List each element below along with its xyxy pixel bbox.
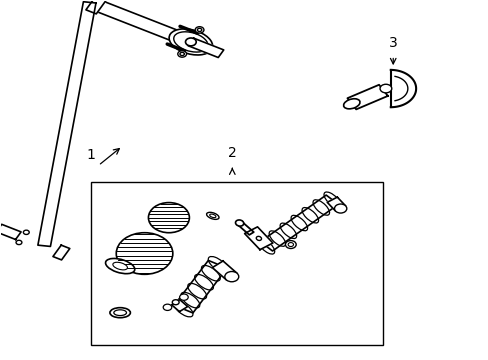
Polygon shape xyxy=(0,224,21,239)
Ellipse shape xyxy=(194,274,213,290)
Polygon shape xyxy=(92,0,185,44)
Ellipse shape xyxy=(195,27,203,33)
Polygon shape xyxy=(237,222,253,235)
Polygon shape xyxy=(260,195,338,251)
Text: 2: 2 xyxy=(227,146,236,160)
Ellipse shape xyxy=(208,257,226,272)
Ellipse shape xyxy=(280,223,296,239)
Ellipse shape xyxy=(179,294,188,300)
Ellipse shape xyxy=(173,32,207,52)
Polygon shape xyxy=(244,227,272,250)
Ellipse shape xyxy=(256,237,261,240)
Polygon shape xyxy=(38,2,96,247)
Ellipse shape xyxy=(285,240,296,248)
Text: 1: 1 xyxy=(86,148,95,162)
Ellipse shape xyxy=(180,52,184,55)
Ellipse shape xyxy=(206,212,219,219)
Polygon shape xyxy=(390,70,415,107)
Ellipse shape xyxy=(302,207,318,223)
Polygon shape xyxy=(346,85,387,109)
Ellipse shape xyxy=(181,292,200,308)
Ellipse shape xyxy=(343,99,359,109)
Ellipse shape xyxy=(105,258,135,274)
Ellipse shape xyxy=(185,38,196,46)
Text: 3: 3 xyxy=(388,36,397,50)
Polygon shape xyxy=(86,0,106,14)
Ellipse shape xyxy=(197,28,202,32)
Ellipse shape xyxy=(110,308,130,318)
Polygon shape xyxy=(171,300,187,312)
Ellipse shape xyxy=(174,301,193,317)
Ellipse shape xyxy=(113,262,127,270)
Ellipse shape xyxy=(209,214,216,218)
Ellipse shape xyxy=(201,265,220,281)
Ellipse shape xyxy=(312,200,329,215)
Ellipse shape xyxy=(258,239,274,254)
Polygon shape xyxy=(53,245,70,260)
Ellipse shape xyxy=(187,283,206,299)
Ellipse shape xyxy=(178,51,186,57)
Ellipse shape xyxy=(290,215,307,231)
Ellipse shape xyxy=(334,204,346,213)
Bar xyxy=(91,182,383,345)
Ellipse shape xyxy=(224,271,238,282)
Polygon shape xyxy=(188,38,224,58)
Ellipse shape xyxy=(169,29,212,55)
Ellipse shape xyxy=(172,300,179,305)
Ellipse shape xyxy=(268,231,285,246)
Ellipse shape xyxy=(324,192,340,207)
Ellipse shape xyxy=(116,233,172,274)
Ellipse shape xyxy=(163,304,171,310)
Ellipse shape xyxy=(287,243,293,247)
Ellipse shape xyxy=(16,240,22,244)
Polygon shape xyxy=(326,197,345,211)
Ellipse shape xyxy=(23,230,29,234)
Ellipse shape xyxy=(114,310,126,316)
Ellipse shape xyxy=(148,203,189,233)
Ellipse shape xyxy=(379,84,391,93)
Polygon shape xyxy=(174,260,226,313)
Polygon shape xyxy=(212,261,237,280)
Ellipse shape xyxy=(235,220,243,226)
